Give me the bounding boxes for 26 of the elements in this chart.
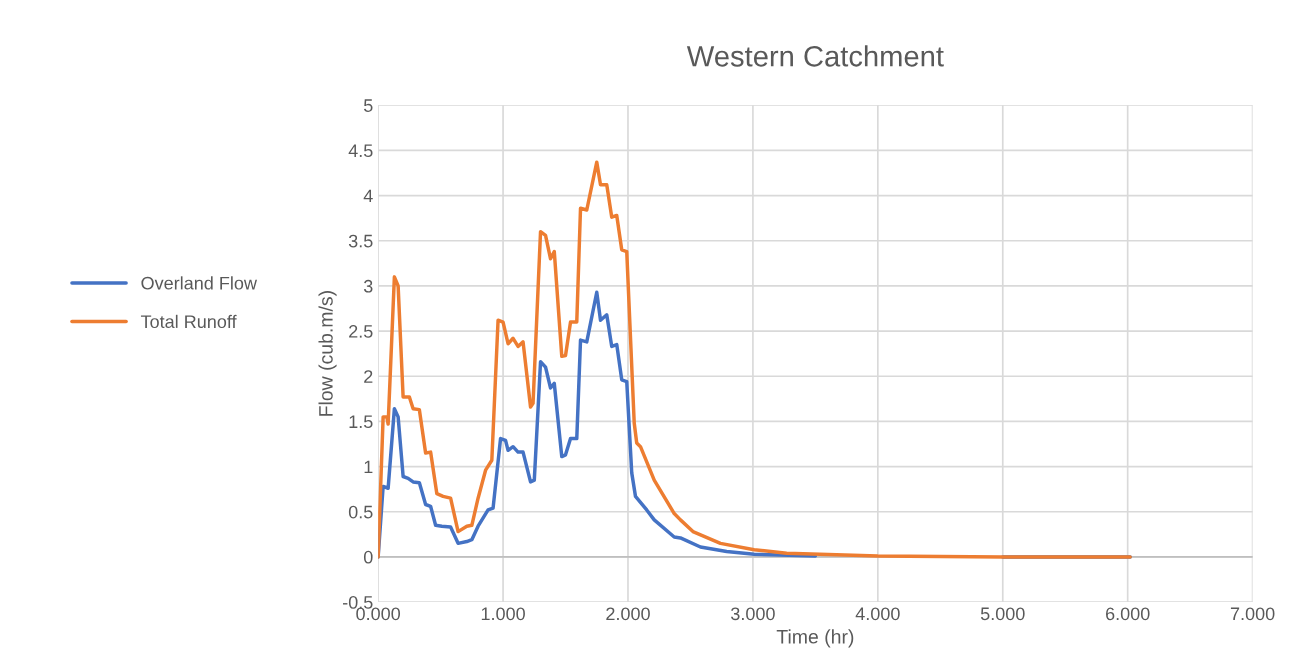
y-tick-label: 3 bbox=[363, 279, 373, 293]
x-tick-label: 4.000 bbox=[855, 607, 900, 621]
y-axis-title: Flow (cub.m/s) bbox=[318, 291, 337, 416]
y-tick-label: 4 bbox=[363, 189, 373, 203]
legend-label: Overland Flow bbox=[141, 276, 258, 290]
x-tick-label: 7.000 bbox=[1230, 607, 1275, 621]
y-tick-label: 0 bbox=[363, 550, 373, 564]
y-tick-label: 4.5 bbox=[348, 144, 373, 158]
y-tick-label: 5 bbox=[363, 99, 373, 112]
legend-label: Total Runoff bbox=[140, 314, 237, 329]
x-tick-label: 0.000 bbox=[356, 607, 401, 621]
x-tick-label: 6.000 bbox=[1106, 607, 1150, 621]
line-series bbox=[378, 160, 1132, 559]
x-tick-label: 1.000 bbox=[481, 607, 525, 621]
chart-title: Western Catchment bbox=[686, 45, 944, 67]
y-tick-label: -0.5 bbox=[342, 596, 373, 609]
x-tick-label: 5.000 bbox=[980, 607, 1025, 621]
x-axis-title: Time (hr) bbox=[776, 629, 854, 648]
y-tick-label: 2.5 bbox=[349, 325, 373, 338]
y-tick-label: 2 bbox=[364, 370, 373, 383]
x-tick-label: 2.000 bbox=[606, 607, 650, 621]
y-tick-label: 3.5 bbox=[348, 234, 373, 248]
y-tick-label: 0.5 bbox=[348, 505, 373, 519]
x-tick-label: 3.000 bbox=[731, 607, 775, 621]
y-tick-label: 1 bbox=[364, 460, 373, 474]
y-tick-label: 1.5 bbox=[349, 415, 373, 429]
